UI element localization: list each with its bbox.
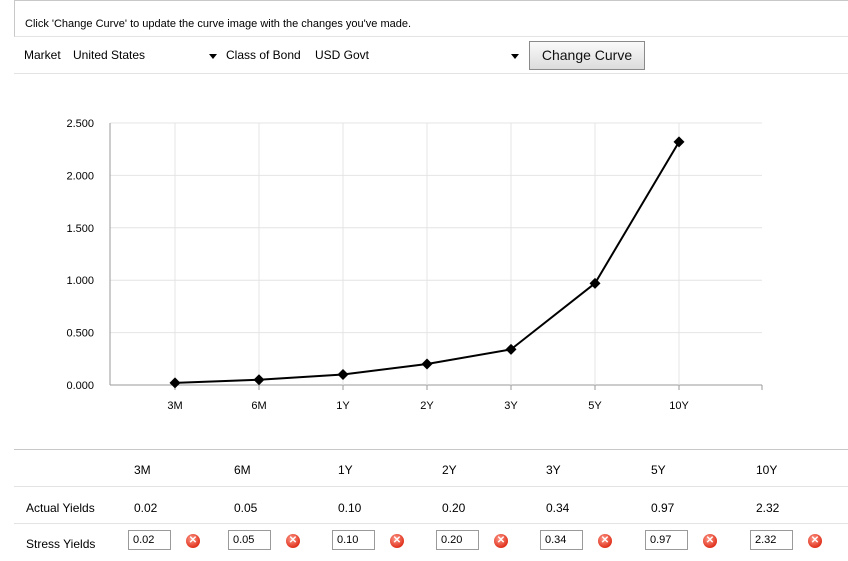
actual-yield-value: 0.05	[234, 501, 258, 515]
y-tick-label: 1.500	[66, 223, 94, 235]
yields-table: 3M 6M 1Y 2Y 3Y 5Y 10Y Actual Yields 0.02 0.05 0.…	[14, 449, 848, 561]
x-tick-label: 2Y	[420, 400, 434, 412]
actual-yield-value: 0.20	[442, 501, 466, 515]
data-point-marker	[589, 277, 601, 289]
column-header: 1Y	[338, 463, 353, 477]
x-tick-label: 6M	[251, 400, 266, 412]
actual-yield-value: 0.02	[134, 501, 158, 515]
column-header: 2Y	[442, 463, 457, 477]
data-point-marker	[253, 374, 265, 386]
actual-yield-value: 0.10	[338, 501, 362, 515]
stress-yield-input[interactable]	[750, 530, 793, 550]
column-header: 3M	[134, 463, 151, 477]
instruction-text: Click 'Change Curve' to update the curve…	[25, 18, 412, 30]
stress-yields-row: Stress Yields ✕ ✕ ✕ ✕ ✕ ✕ ✕	[14, 524, 848, 560]
chevron-down-icon	[511, 54, 519, 59]
actual-yield-value: 0.97	[651, 501, 675, 515]
market-label: Market	[24, 48, 61, 62]
bond-class-label: Class of Bond	[226, 48, 301, 62]
remove-close-icon[interactable]: ✕	[186, 534, 200, 548]
bond-class-select[interactable]: USD Govt	[311, 45, 523, 67]
actual-yields-label: Actual Yields	[26, 501, 95, 515]
table-header-row: 3M 6M 1Y 2Y 3Y 5Y 10Y	[14, 450, 848, 487]
y-tick-label: 0.500	[66, 328, 94, 340]
actual-yield-value: 2.32	[756, 501, 780, 515]
x-tick-label: 1Y	[336, 400, 350, 412]
data-point-marker	[505, 343, 517, 355]
instruction-bar: Click 'Change Curve' to update the curve…	[14, 0, 848, 37]
data-point-marker	[169, 377, 181, 389]
market-select[interactable]: United States	[69, 45, 221, 67]
y-tick-label: 2.000	[66, 170, 94, 182]
stress-yield-input[interactable]	[436, 530, 479, 550]
remove-close-icon[interactable]: ✕	[390, 534, 404, 548]
remove-close-icon[interactable]: ✕	[808, 534, 822, 548]
x-tick-label: 5Y	[588, 400, 602, 412]
column-header: 5Y	[651, 463, 666, 477]
actual-yield-value: 0.34	[546, 501, 570, 515]
y-tick-label: 0.000	[66, 380, 94, 392]
remove-close-icon[interactable]: ✕	[286, 534, 300, 548]
stress-yield-input[interactable]	[128, 530, 171, 550]
remove-close-icon[interactable]: ✕	[598, 534, 612, 548]
column-header: 10Y	[756, 463, 778, 477]
stress-yields-label: Stress Yields	[26, 537, 96, 551]
data-point-marker	[421, 358, 433, 370]
x-tick-label: 3M	[167, 400, 182, 412]
y-tick-label: 1.000	[66, 275, 94, 287]
stress-yield-input[interactable]	[540, 530, 583, 550]
column-header: 3Y	[546, 463, 561, 477]
yield-curve-chart: 0.000 0.500 1.000 1.500 2.000 2.500 3M 6M 1Y 2Y 3Y…	[14, 73, 848, 450]
change-curve-button[interactable]: Change Curve	[529, 41, 645, 70]
remove-close-icon[interactable]: ✕	[494, 534, 508, 548]
stress-yield-input[interactable]	[645, 530, 688, 550]
column-header: 6M	[234, 463, 251, 477]
x-tick-label: 3Y	[504, 400, 518, 412]
y-tick-label: 2.500	[66, 118, 94, 130]
stress-yield-input[interactable]	[332, 530, 375, 550]
bond-class-select-value: USD Govt	[315, 48, 370, 62]
market-select-value: United States	[73, 48, 146, 62]
data-point-marker	[673, 136, 685, 148]
actual-yields-row: Actual Yields 0.02 0.05 0.10 0.20 0.34 0.97 2.…	[14, 487, 848, 524]
stress-yield-input[interactable]	[228, 530, 271, 550]
remove-close-icon[interactable]: ✕	[703, 534, 717, 548]
curve-controls: Market United States Class of Bond USD G…	[14, 37, 848, 73]
chevron-down-icon	[209, 54, 217, 59]
yield-curve-svg: 0.000 0.500 1.000 1.500 2.000 2.500 3M 6M 1Y 2Y 3Y…	[66, 118, 763, 412]
x-tick-label: 10Y	[669, 400, 689, 412]
data-point-marker	[337, 369, 349, 381]
